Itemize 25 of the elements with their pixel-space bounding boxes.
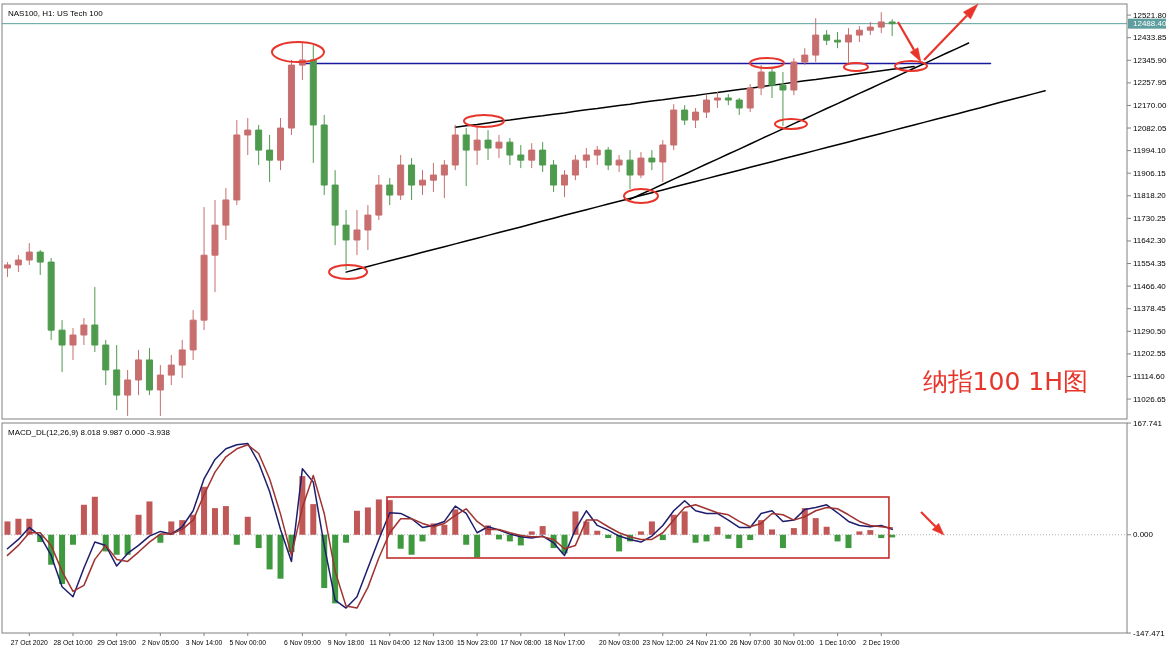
annotation: 纳指100 1H图 xyxy=(922,366,1088,396)
y-tick-label: 11642.30 xyxy=(1133,236,1167,246)
text: NAS100, H1: US Tech 100 xyxy=(8,8,104,18)
y-tick-label: 11554.35 xyxy=(1133,259,1167,269)
y-tick-label: -147.471 xyxy=(1133,628,1166,638)
y-tick-label: 12082.05 xyxy=(1133,123,1167,133)
y-tick-label: 11466.40 xyxy=(1133,281,1167,291)
y-tick-label: 11114.60 xyxy=(1133,371,1166,381)
y-tick-label: 11026.65 xyxy=(1133,394,1167,404)
y-tick-label: 11994.10 xyxy=(1133,146,1167,156)
text: MACD_DL(12,26,9) 8.018 9.987 0.000 -3.938 xyxy=(8,427,171,437)
y-tick-label: 12345.90 xyxy=(1133,55,1167,65)
y-tick-label: 12170.00 xyxy=(1133,100,1167,110)
y-tick-label: 11730.25 xyxy=(1133,213,1167,223)
y-tick-label: 12521.80 xyxy=(1133,10,1167,20)
y-tick-label: 11378.45 xyxy=(1133,304,1167,314)
y-tick-label: 167.741 xyxy=(1133,418,1163,428)
y-tick-label: 11818.20 xyxy=(1133,191,1167,201)
y-tick-label: 12257.95 xyxy=(1133,78,1167,88)
y-tick-label: 0.000 xyxy=(1133,530,1154,540)
y-tick-label: 11906.15 xyxy=(1133,168,1167,178)
y-tick-label: 12433.85 xyxy=(1133,33,1167,43)
y-tick-label: 11290.50 xyxy=(1133,326,1167,336)
ref-line-label: 12488.40 xyxy=(1133,19,1167,29)
y-tick-label: 11202.55 xyxy=(1133,349,1167,359)
